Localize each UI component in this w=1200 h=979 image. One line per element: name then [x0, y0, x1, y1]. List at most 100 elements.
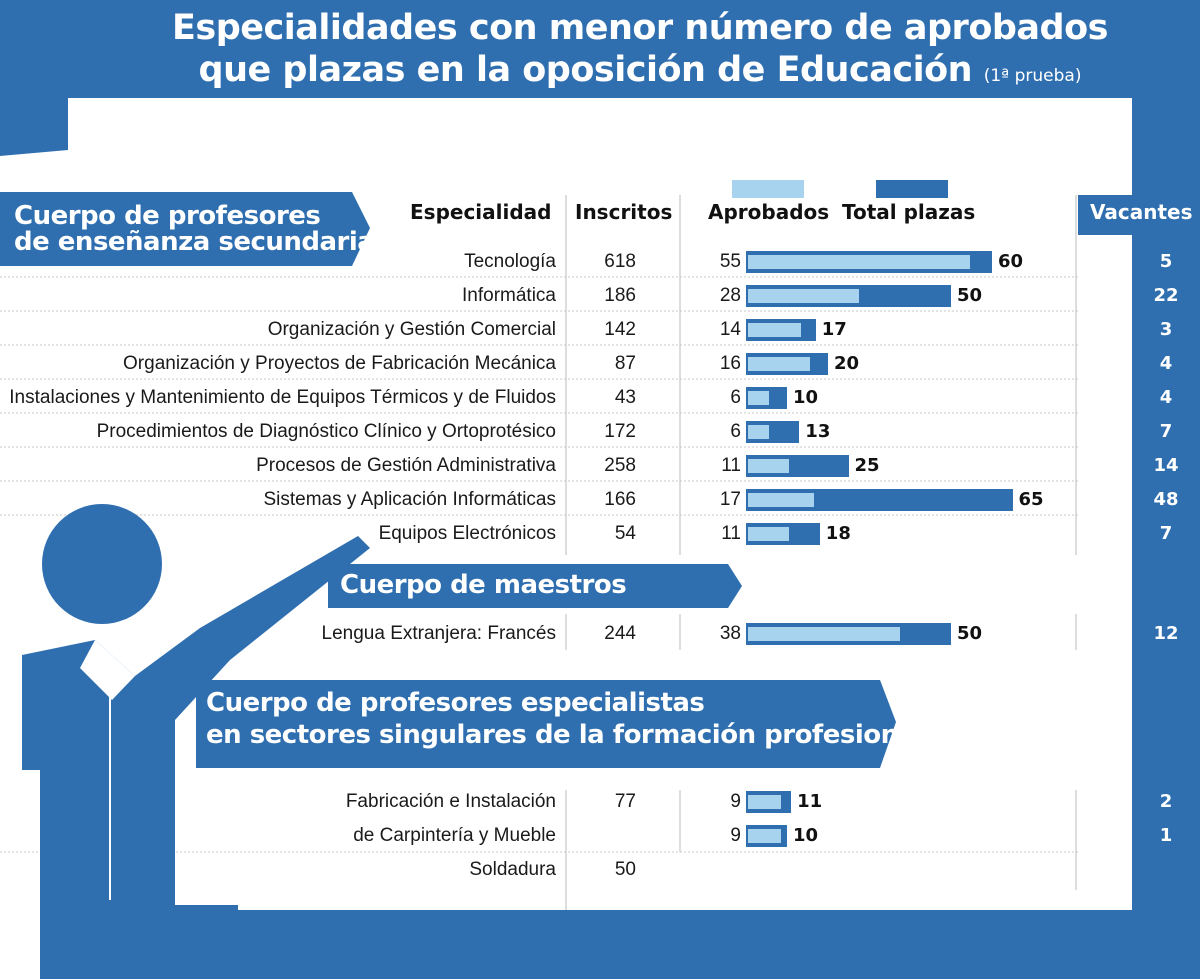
row-inscritos: 618	[604, 251, 636, 272]
row-aprobados-label: 6	[730, 421, 741, 442]
row-aprobados-label: 9	[730, 791, 741, 812]
header-vacantes: Vacantes	[1090, 200, 1193, 224]
row-especialidad: Soldadura	[469, 859, 556, 880]
row-vacantes: 1	[1159, 825, 1173, 846]
row-aprobados-label: 38	[719, 623, 741, 644]
row-plazas-label: 11	[797, 791, 823, 812]
column-separators	[565, 195, 1077, 910]
header-aprobados: Aprobados	[708, 200, 830, 224]
bar-aprobados	[748, 795, 781, 809]
bar-aprobados	[748, 425, 769, 439]
section-secundaria-title: Cuerpo de profesores de enseñanza secund…	[14, 201, 375, 257]
row-plazas-label: 65	[1018, 489, 1044, 510]
row-aprobados-label: 11	[721, 455, 741, 476]
section-especialistas-line2: en sectores singulares de la formación p…	[206, 720, 925, 750]
row-plazas-label: 25	[854, 455, 880, 476]
section-secundaria-line2: de enseñanza secundaria	[14, 227, 375, 257]
row-aprobados-label: 16	[719, 353, 741, 374]
row-especialidad: Organización y Gestión Comercial	[267, 319, 556, 340]
section-especialistas-title: Cuerpo de profesores especialistas en se…	[206, 688, 925, 750]
banner-maestros	[328, 564, 742, 608]
row-vacantes: 3	[1159, 319, 1173, 340]
row-inscritos: 186	[604, 285, 636, 306]
bar-aprobados	[748, 391, 769, 405]
row-vacantes: 5	[1159, 251, 1173, 272]
row-vacantes: 4	[1159, 353, 1173, 374]
row-aprobados-label: 17	[719, 489, 741, 510]
row-aprobados-label: 6	[730, 387, 741, 408]
section-secundaria-line1: Cuerpo de profesores	[14, 201, 321, 231]
row-inscritos: 166	[604, 489, 636, 510]
row-inscritos: 50	[614, 859, 636, 880]
vacantes-column	[1132, 96, 1200, 979]
row-vacantes: 48	[1153, 489, 1179, 510]
chart-title-line2: que plazas en la oposición de Educación …	[140, 50, 1140, 90]
bar-total-plazas	[746, 285, 951, 307]
row-aprobados-label: 11	[721, 523, 741, 544]
row-inscritos: 258	[604, 455, 636, 476]
row-especialidad: Organización y Proyectos de Fabricación …	[123, 353, 556, 374]
row-vacantes: 14	[1153, 455, 1179, 476]
bar-total-plazas	[746, 825, 787, 847]
bar-total-plazas	[746, 251, 992, 273]
row-plazas-label: 20	[834, 353, 860, 374]
row-inscritos: 142	[604, 319, 636, 340]
bar-total-plazas	[746, 489, 1013, 511]
content-panel-white	[0, 98, 1132, 184]
bar-aprobados	[748, 357, 810, 371]
row-vacantes: 7	[1159, 523, 1173, 544]
row-especialidad: Sistemas y Aplicación Informáticas	[263, 489, 556, 510]
row-inscritos: 244	[604, 623, 636, 644]
row-especialidad: Tecnología	[464, 251, 556, 272]
legend-swatch-aprobados	[732, 180, 804, 198]
row-especialidad: Fabricación e Instalación	[345, 791, 556, 812]
banner-secundaria	[0, 192, 370, 266]
header-total-plazas: Total plazas	[842, 200, 976, 224]
bar-aprobados	[748, 493, 814, 507]
row-especialidad: Procedimientos de Diagnóstico Clínico y …	[96, 421, 556, 442]
bottom-bar	[238, 910, 1200, 979]
chart-title-line2-text: que plazas en la oposición de Educación	[198, 50, 973, 90]
row-especialidad: Instalaciones y Mantenimiento de Equipos…	[9, 387, 556, 408]
section-maestros-title: Cuerpo de maestros	[340, 570, 627, 600]
row-aprobados-label: 14	[719, 319, 741, 340]
row-plazas-label: 60	[998, 251, 1024, 272]
row-especialidad: Informática	[462, 285, 556, 306]
row-inscritos: 54	[614, 523, 636, 544]
banner-especialistas	[196, 680, 896, 768]
bar-total-plazas	[746, 387, 787, 409]
legend-swatch-plazas	[876, 180, 948, 198]
header-inscritos: Inscritos	[575, 200, 673, 224]
section-especialistas-line1: Cuerpo de profesores especialistas	[206, 688, 705, 718]
row-vacantes: 7	[1159, 421, 1173, 442]
bar-aprobados	[748, 255, 970, 269]
row-plazas-label: 13	[805, 421, 831, 442]
bar-aprobados	[748, 627, 900, 641]
row-plazas-label: 10	[793, 387, 819, 408]
row-aprobados-label: 28	[719, 285, 741, 306]
bar-aprobados	[748, 459, 790, 473]
row-inscritos: 172	[604, 421, 636, 442]
row-plazas-label: 50	[957, 623, 983, 644]
vacantes-header-bg	[1078, 195, 1200, 235]
row-vacantes: 12	[1153, 623, 1179, 644]
bar-aprobados	[748, 323, 802, 337]
teacher-figure-icon	[22, 504, 370, 979]
row-vacantes: 4	[1159, 387, 1173, 408]
chart-title-suffix: (1ª prueba)	[983, 66, 1082, 86]
row-especialidad: de Carpintería y Mueble	[353, 825, 556, 846]
row-plazas-label: 17	[821, 319, 847, 340]
bar-aprobados	[748, 289, 859, 303]
row-especialidad: Equipos Electrónicos	[378, 523, 556, 544]
bar-total-plazas	[746, 623, 951, 645]
bar-total-plazas	[746, 455, 849, 477]
row-aprobados-label: 9	[730, 825, 741, 846]
chart-title-line1: Especialidades con menor número de aprob…	[172, 8, 1108, 48]
bar-total-plazas	[746, 791, 792, 813]
bar-total-plazas	[746, 523, 820, 545]
row-inscritos: 87	[614, 353, 636, 374]
row-vacantes: 22	[1153, 285, 1179, 306]
row-vacantes: 2	[1159, 791, 1173, 812]
row-aprobados-label: 55	[719, 251, 741, 272]
